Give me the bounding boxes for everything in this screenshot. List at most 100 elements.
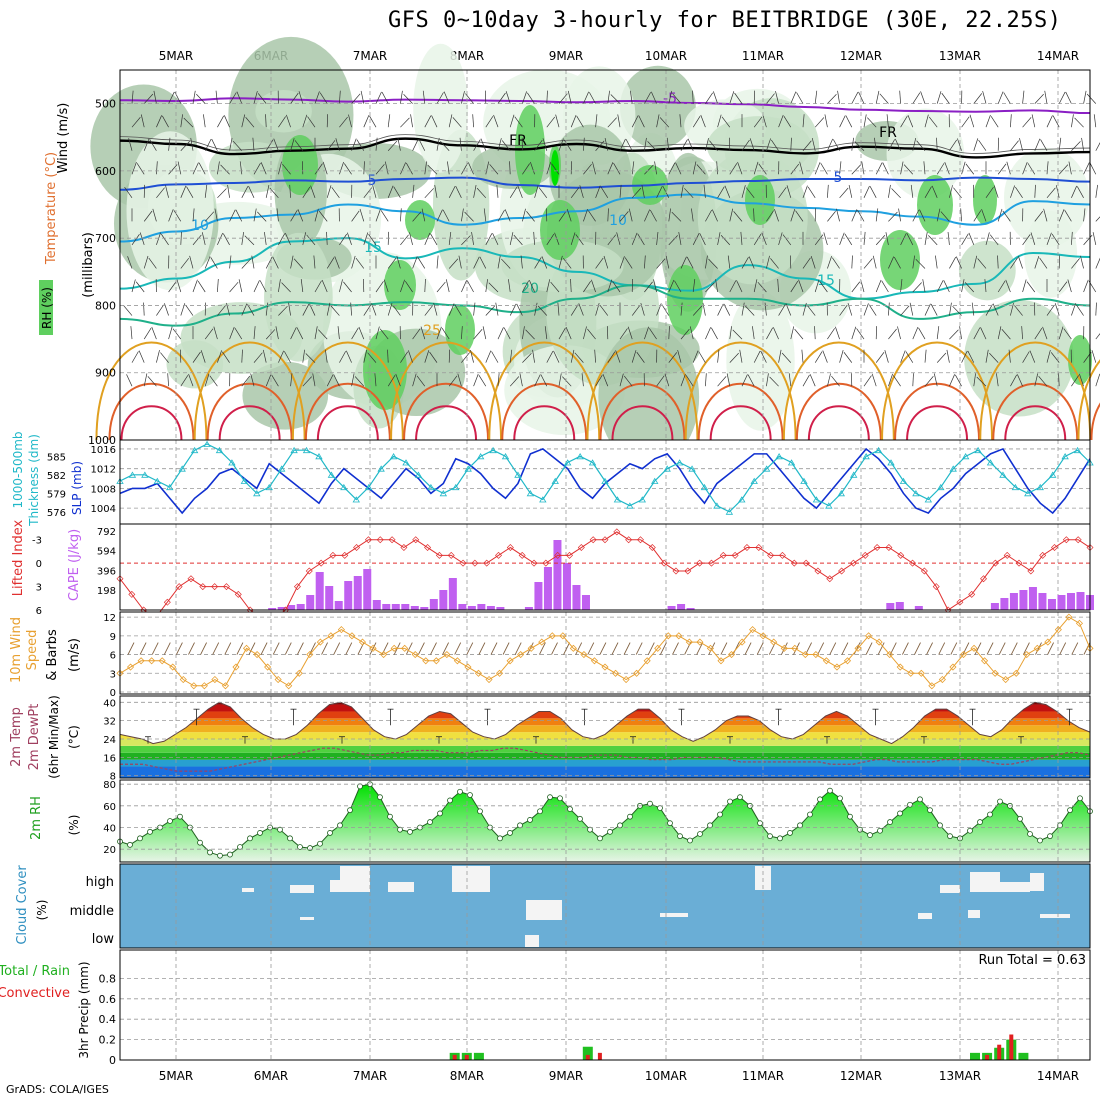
p8-label-precip: 3hr Precip (mm): [77, 961, 91, 1058]
rh-marker: [1018, 816, 1023, 821]
rh-marker: [208, 850, 213, 855]
cape-bar: [915, 606, 923, 610]
date-label-top: 12MAR: [840, 49, 882, 63]
rh-marker: [788, 830, 793, 835]
rh-marker: [728, 799, 733, 804]
rh-marker: [498, 836, 503, 841]
precip-convective-bar: [586, 1055, 590, 1060]
rh-marker: [228, 852, 233, 857]
cloud-background: [120, 864, 1090, 948]
rh-marker: [668, 821, 673, 826]
warm-isotherm-lobe: [1091, 384, 1100, 440]
rh-marker: [878, 828, 883, 833]
rh-marker: [768, 834, 773, 839]
rh-marker: [738, 795, 743, 800]
rh-marker: [1078, 796, 1083, 801]
p1-label-rh: RH (%): [40, 287, 54, 329]
slp-tick-label: 1004: [91, 504, 116, 515]
cape-bar: [1010, 593, 1018, 610]
p6-label-unit: (%): [67, 815, 81, 836]
cape-bar: [1067, 593, 1075, 610]
cloud-block: [1040, 914, 1070, 918]
rh-marker: [348, 808, 353, 813]
wind-barb: [1096, 303, 1097, 316]
rh-tick-label: 40: [103, 824, 116, 835]
date-label-top: 9MAR: [549, 49, 584, 63]
rh-marker: [608, 829, 613, 834]
date-label-bottom: 8MAR: [450, 1069, 485, 1083]
wind-barb: [1096, 329, 1100, 339]
rh-marker: [378, 795, 383, 800]
rh-moist-blob: [363, 330, 407, 410]
temp-tick-label: 40: [103, 698, 116, 709]
cape-bar: [668, 606, 676, 610]
rh-marker: [928, 808, 933, 813]
wind-tick-label: 3: [110, 669, 116, 680]
cloud-block: [1000, 882, 1030, 892]
cape-bar: [553, 540, 561, 610]
rh-marker: [138, 836, 143, 841]
cloud-block: [525, 935, 539, 947]
rh-marker: [1028, 832, 1033, 837]
rh-marker: [218, 853, 223, 858]
rh-marker: [698, 832, 703, 837]
cape-bar: [582, 595, 590, 610]
precip-convective-bar: [997, 1045, 1001, 1060]
cape-bar: [572, 585, 580, 610]
p5-label-temp: 2m Temp: [9, 707, 24, 767]
rh-moist-blob: [745, 175, 775, 225]
credit-label: GrADS: COLA/IGES: [6, 1083, 109, 1096]
rh-marker: [438, 811, 443, 816]
isotherm-label: 10: [609, 213, 627, 229]
rh-shade-blob: [127, 131, 214, 290]
date-label-bottom: 5MAR: [159, 1069, 194, 1083]
cloud-block: [968, 910, 980, 918]
cape-bar: [1048, 599, 1056, 610]
cape-bar: [430, 599, 438, 610]
p8-background: [120, 950, 1090, 1060]
precip-convective-bar: [598, 1053, 602, 1060]
cape-bar: [287, 605, 295, 610]
rh-shade-blob: [959, 241, 1016, 301]
p4-label-3: & Barbs: [45, 629, 60, 681]
rh-marker: [518, 823, 523, 828]
wind-barb: [1096, 139, 1100, 150]
rh-marker: [238, 845, 243, 850]
rh-marker: [1038, 838, 1043, 843]
cape-bar: [991, 603, 999, 610]
p5-label-minmax: (6hr Min/Max): [47, 695, 61, 779]
rh-marker: [308, 846, 313, 851]
rh-marker: [588, 827, 593, 832]
cape-bar: [411, 606, 419, 610]
cape-bar: [477, 604, 485, 610]
rh-marker: [198, 840, 203, 845]
cape-bar: [1000, 598, 1008, 610]
rh-marker: [358, 784, 363, 789]
cloud-block: [300, 917, 314, 920]
cloud-block: [242, 888, 254, 892]
slp-tick-label: 1016: [91, 445, 116, 456]
rh-marker: [568, 807, 573, 812]
cape-bar: [363, 569, 371, 610]
rh-marker: [648, 801, 653, 806]
thickness-tick-label: 585: [47, 452, 66, 463]
rh-marker: [628, 814, 633, 819]
cape-bar: [401, 604, 409, 610]
rh-marker: [618, 823, 623, 828]
rh-marker: [758, 821, 763, 826]
precip-convective-bar: [465, 1055, 469, 1060]
rh-marker: [128, 842, 133, 847]
cape-bar: [382, 604, 390, 610]
precip-total-bar: [474, 1053, 484, 1060]
rh-marker: [908, 802, 913, 807]
rh-marker: [858, 827, 863, 832]
rh-marker: [988, 812, 993, 817]
p1-tick-label: 900: [95, 367, 116, 380]
cape-tick-label: 792: [97, 527, 116, 538]
rh-marker: [848, 814, 853, 819]
rh-tick-label: 80: [103, 780, 116, 791]
rh-marker: [478, 809, 483, 814]
cape-bar: [896, 602, 904, 610]
rh-marker: [538, 809, 543, 814]
rh-moist-blob: [445, 305, 475, 355]
